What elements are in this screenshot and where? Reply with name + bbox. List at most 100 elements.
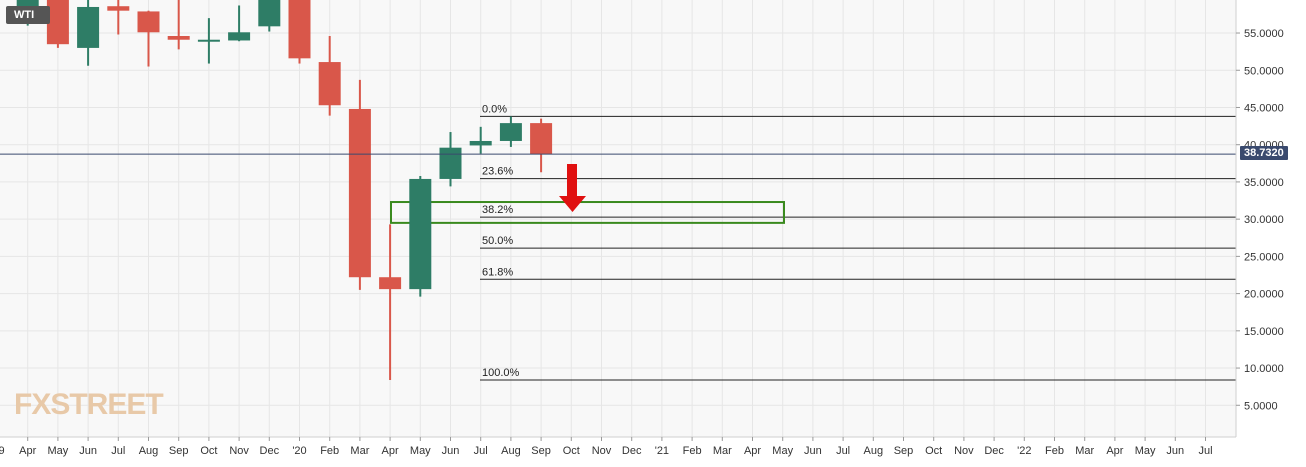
time-tick-label: '20 [292,445,306,457]
time-tick-label: Aug [139,445,159,457]
fib-level-label: 38.2% [482,204,513,216]
candle [137,10,160,67]
candle-body [318,62,341,106]
time-tick-label: Feb [683,445,702,457]
down-arrow-annotation [559,164,586,212]
price-tick-label: 55.0000 [1244,28,1284,40]
grid [0,0,1236,437]
candle-body [197,39,220,42]
candle-body [348,108,371,278]
price-tick-label: 15.0000 [1244,326,1284,338]
candle-body [258,0,281,27]
symbol-tag[interactable]: WTI [6,6,51,24]
time-tick-label: Dec [622,445,642,457]
candle [258,0,281,32]
time-axis[interactable]: '19 Apr May Jun Jul Aug Sep Oct Nov Dec '20 Feb Mar A… [0,437,1213,457]
candle [197,18,220,64]
time-tick-label: Jun [1166,445,1184,457]
fib-level-label: 50.0% [482,235,513,247]
time-tick-label: Jun [79,445,97,457]
time-tick-label: Apr [1106,445,1123,457]
candle-body [379,277,402,290]
price-tick-label: 10.0000 [1244,363,1284,375]
candle-body [439,147,462,179]
time-tick-label: Sep [894,445,914,457]
candle-body [107,6,130,11]
time-tick-label: May [410,445,431,457]
time-tick-label: Dec [260,445,280,457]
time-tick-label: '21 [655,445,669,457]
target-zone-box [390,201,785,224]
candle-body [469,140,492,146]
time-tick-label: Apr [19,445,36,457]
candle [409,175,432,297]
candle-body [409,178,432,290]
time-tick-label: Nov [954,445,974,457]
time-tick-label: Apr [382,445,399,457]
candle [228,5,251,42]
candle-body [77,6,100,48]
candle-body [167,36,190,40]
time-tick-label: Mar [1075,445,1094,457]
candle [379,224,402,380]
time-tick-label: Jul [111,445,125,457]
time-tick-label: Jul [836,445,850,457]
time-tick-label: Oct [563,445,580,457]
time-tick-label: Jul [474,445,488,457]
time-tick-label: Aug [501,445,521,457]
time-tick-label: Dec [984,445,1004,457]
price-tick-label: 35.0000 [1244,177,1284,189]
plot-background [0,0,1236,437]
candle-body [46,0,69,45]
time-tick-label: Mar [350,445,369,457]
time-tick-label: Jun [442,445,460,457]
target-zone [390,201,785,224]
price-tick-label: 20.0000 [1244,289,1284,301]
candle [46,0,69,48]
time-tick-label: '19 [0,445,5,457]
time-tick-label: Feb [320,445,339,457]
time-tick-label: Sep [531,445,551,457]
time-tick-label: Aug [864,445,884,457]
current-price-badge: 38.7320 [1240,146,1288,161]
arrow-shaft [567,164,577,196]
fib-level-label: 61.8% [482,266,513,278]
time-tick-label: Nov [592,445,612,457]
price-tick-label: 50.0000 [1244,65,1284,77]
fibonacci-levels: 0.0% 23.6% 38.2% 50.0% 61.8% 100.0% [480,103,1236,381]
candles [16,0,553,380]
candle [439,132,462,187]
time-tick-label: Mar [713,445,732,457]
watermark: FXSTREET [14,388,164,421]
price-tick-label: 5.0000 [1244,400,1278,412]
candle-body [288,0,311,59]
time-tick-label: May [48,445,69,457]
candle [530,118,553,173]
candle-body [137,11,160,33]
price-tick-label: 45.0000 [1244,102,1284,114]
fib-level-label: 0.0% [482,103,507,115]
candle [469,126,492,154]
price-axis[interactable]: 5.0000 10.0000 15.0000 20.0000 25.0000 30.000… [1236,28,1284,412]
time-tick-label: Jun [804,445,822,457]
price-tick-label: 25.0000 [1244,251,1284,263]
time-tick-label: '22 [1017,445,1031,457]
candle [167,0,190,50]
time-tick-label: Nov [229,445,249,457]
candle [348,79,371,290]
time-tick-label: Oct [925,445,942,457]
fxstreet-watermark: FXSTREET [14,388,163,421]
candle [288,0,311,64]
candle-body [16,0,39,11]
arrow-head [559,196,586,212]
candle-body [530,123,553,155]
candle-body [499,123,522,141]
candle-body [228,32,251,41]
candle [77,0,100,66]
time-tick-label: Oct [200,445,217,457]
time-tick-label: Sep [169,445,189,457]
time-tick-label: May [1135,445,1156,457]
fib-level-label: 23.6% [482,166,513,178]
